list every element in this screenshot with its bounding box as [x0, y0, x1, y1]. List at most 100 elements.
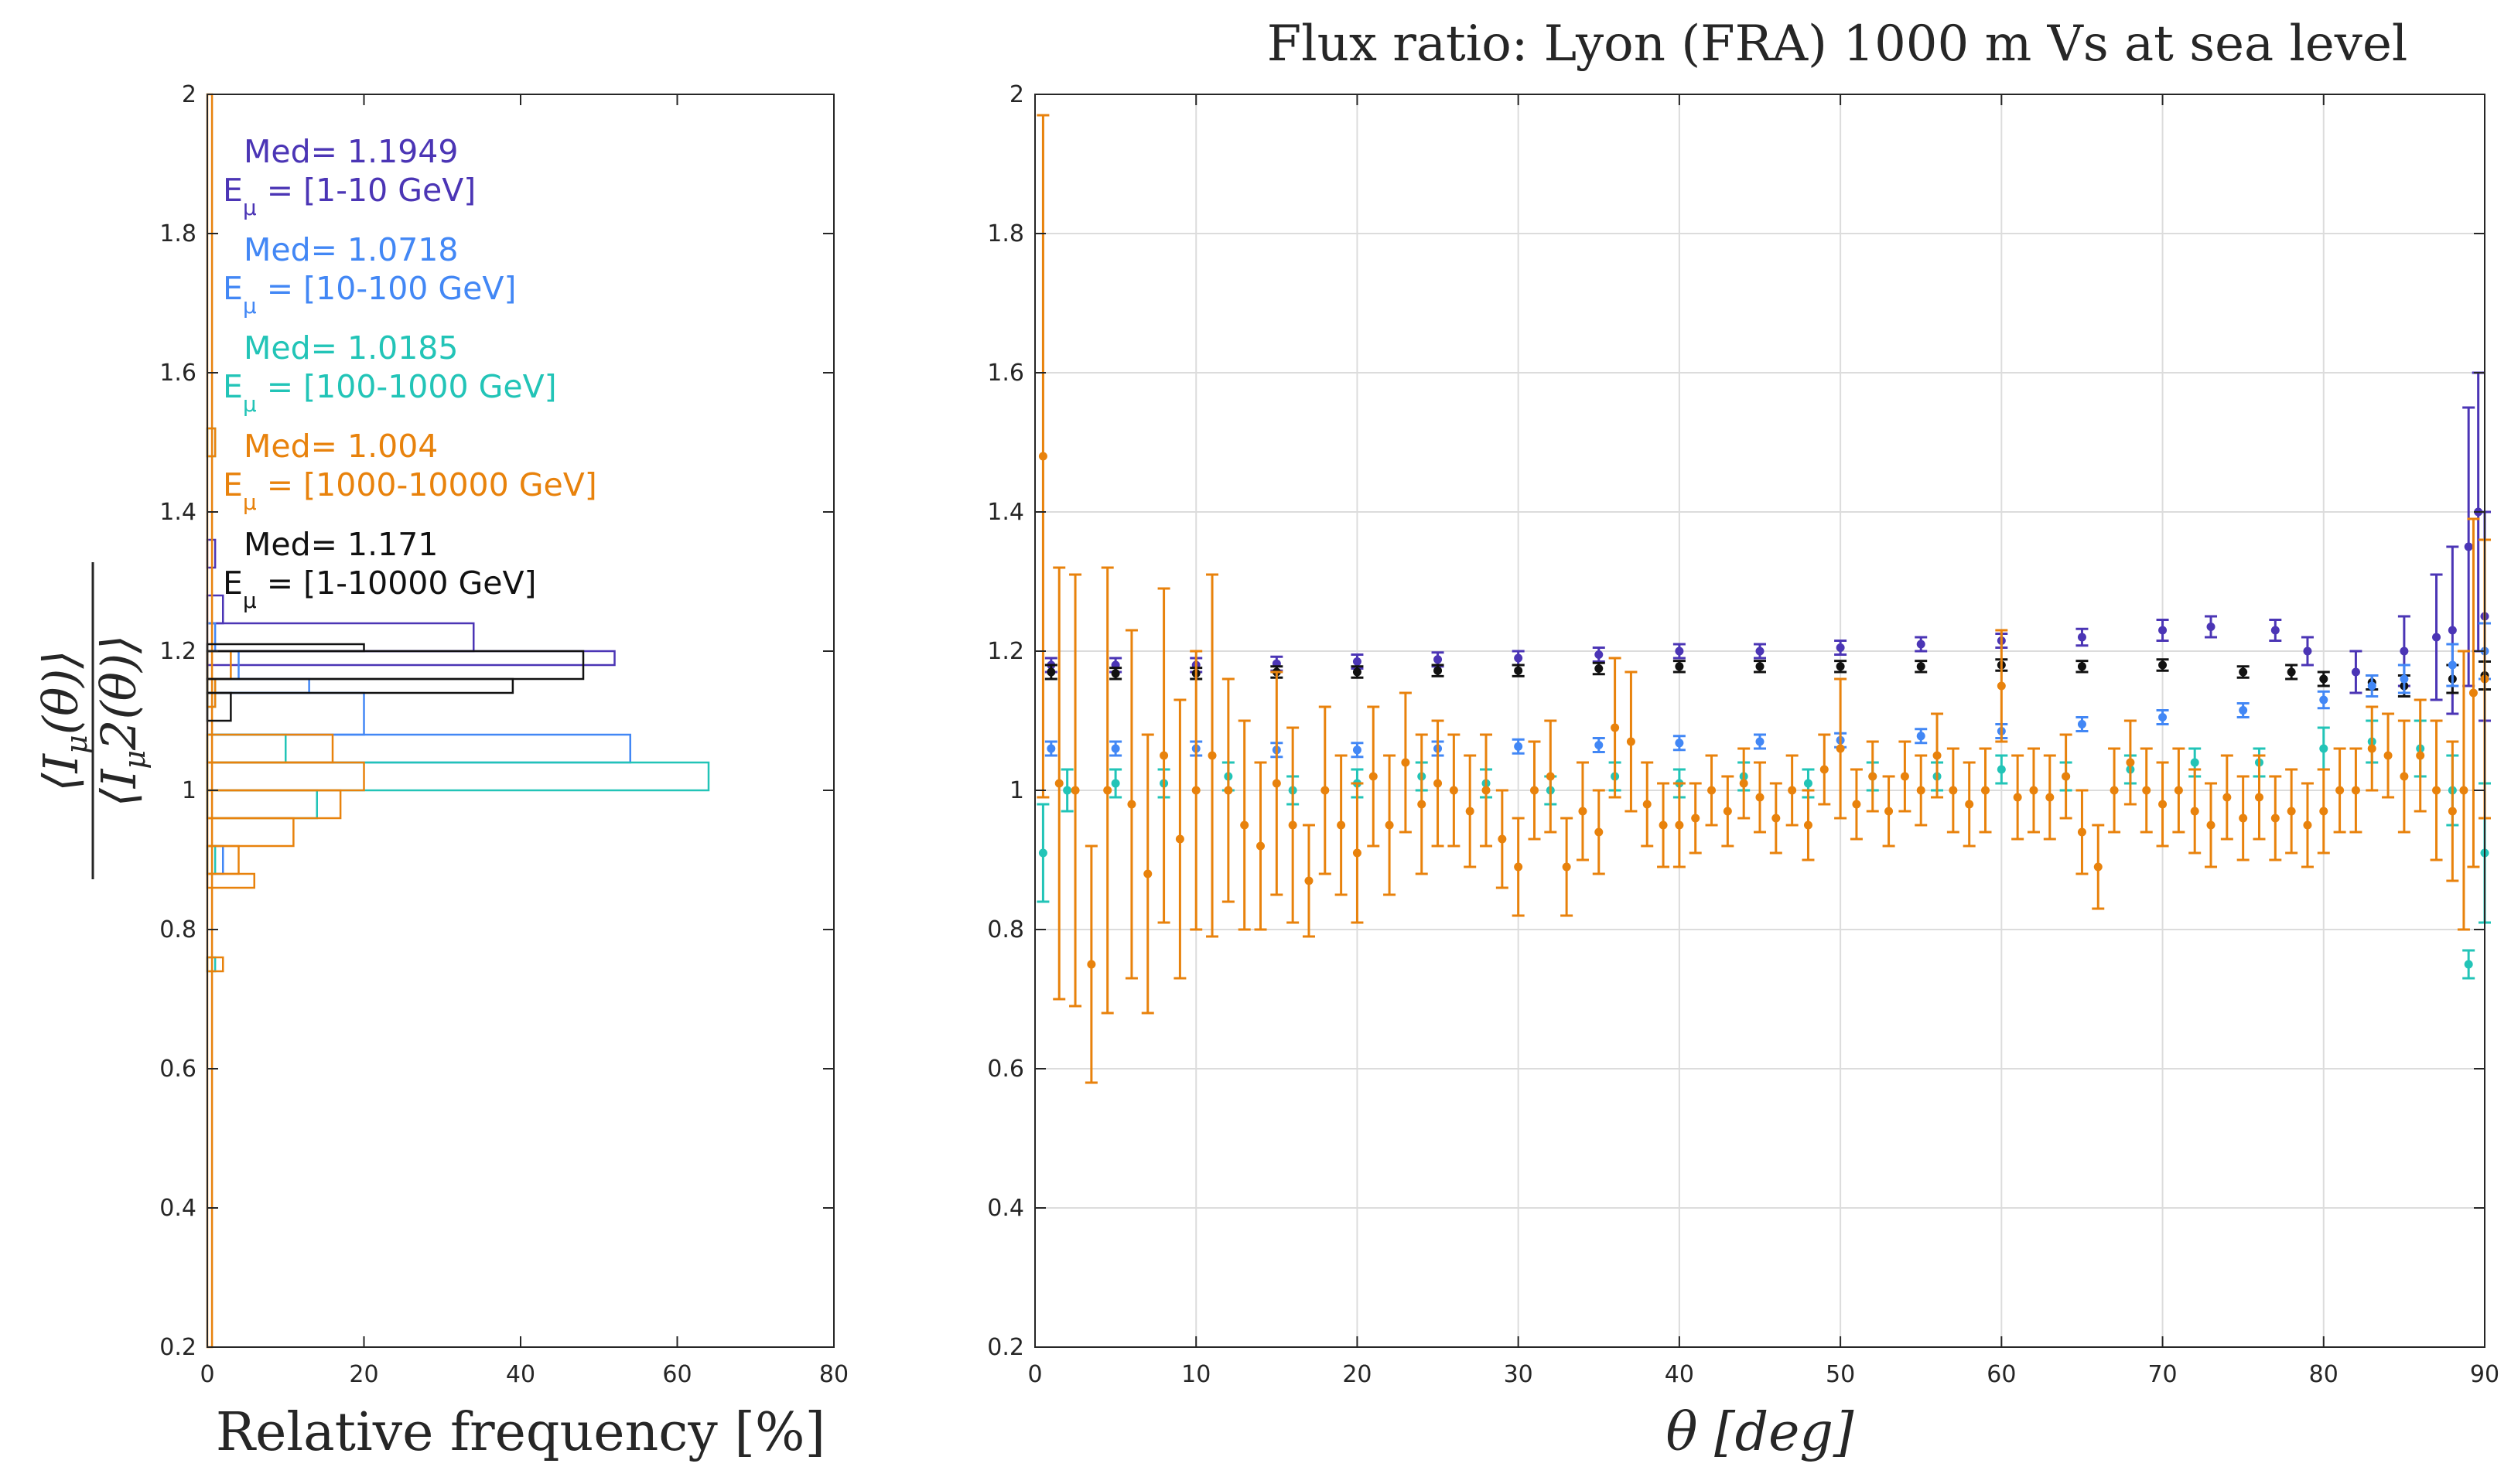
legend-energy-range-label: Eμ = [1000-10000 GeV] — [223, 466, 597, 515]
data-point — [2093, 862, 2103, 872]
data-point — [1514, 666, 1523, 675]
data-point — [2270, 626, 2280, 635]
data-point — [2416, 751, 2425, 760]
histogram-y-tick-label: 0.4 — [159, 1195, 196, 1222]
data-point — [1304, 876, 1314, 885]
data-point — [1224, 786, 1233, 795]
errorbar-point — [2366, 674, 2379, 698]
errorbar-point — [1109, 667, 1122, 681]
errorbar-point — [1037, 114, 1050, 799]
errorbar-point — [2236, 775, 2250, 861]
scatter-y-tick-label: 0.2 — [987, 1334, 1024, 1361]
data-point — [1449, 786, 1458, 795]
data-point — [1965, 800, 1974, 809]
errorbar-point — [1044, 740, 1057, 757]
data-point — [1433, 655, 1443, 664]
errorbar-point — [1672, 735, 1686, 752]
errorbar-point — [1480, 733, 1493, 848]
data-point — [2319, 807, 2328, 816]
errorbar-point — [1383, 754, 1396, 896]
histogram-x-label: Relative frequency [%] — [216, 1402, 825, 1463]
errorbar-point — [1818, 733, 1831, 806]
errorbar-point — [2317, 768, 2330, 855]
errorbar-point — [1351, 742, 1364, 759]
errorbar-point — [1512, 664, 1525, 677]
scatter-y-tick-label: 1.8 — [987, 220, 1024, 247]
errorbar-point — [1754, 761, 1766, 834]
errorbar-point — [1318, 705, 1331, 875]
data-point — [2239, 706, 2248, 715]
errorbar-point — [2205, 782, 2218, 868]
data-point — [1240, 820, 1249, 830]
data-point — [2303, 646, 2312, 656]
data-point — [1788, 786, 1797, 795]
errorbar-point — [2220, 754, 2233, 841]
errorbar-point — [1085, 844, 1098, 1084]
data-point — [1337, 820, 1346, 830]
errorbar-point — [1866, 740, 1879, 813]
data-point — [1836, 744, 1845, 753]
histogram-x-tick-label: 0 — [200, 1361, 214, 1388]
errorbar-point — [2430, 573, 2443, 701]
scatter-x-tick-label: 90 — [2470, 1361, 2499, 1388]
errorbar-point — [2075, 716, 2089, 732]
data-point — [2158, 660, 2168, 670]
errorbar-point — [1512, 738, 1525, 755]
data-point — [1352, 848, 1361, 858]
legend-median-label: Med= 1.0718 — [244, 231, 458, 268]
errorbar-point — [1592, 737, 1605, 753]
errorbar-point — [1037, 803, 1050, 903]
data-point — [2142, 786, 2151, 795]
data-point — [1868, 772, 1877, 781]
data-point — [1143, 869, 1153, 878]
data-point — [2464, 542, 2473, 551]
errorbar-point — [1721, 775, 1734, 848]
legend-median-label: Med= 1.1949 — [244, 133, 458, 170]
data-point — [1884, 807, 1894, 816]
errorbar-point — [1141, 733, 1154, 1015]
data-point — [1465, 807, 1474, 816]
data-point — [1063, 786, 1072, 795]
errorbar-point — [1069, 573, 1082, 1008]
errorbar-point — [2172, 747, 2185, 834]
data-point — [1385, 820, 1394, 830]
data-point — [1675, 662, 1684, 671]
data-point — [1916, 662, 1925, 671]
data-point — [2400, 674, 2409, 684]
errorbar-point — [1238, 719, 1251, 931]
data-point — [2448, 626, 2457, 635]
data-point — [2287, 807, 2296, 816]
errorbar-point — [1512, 817, 1525, 917]
errorbar-point — [2446, 643, 2459, 687]
data-point — [2335, 786, 2345, 795]
errorbar-point — [1367, 705, 1380, 848]
data-point — [2206, 820, 2215, 830]
data-point — [1594, 664, 1604, 673]
errorbar-point — [1946, 747, 1959, 834]
errorbar-point — [1044, 664, 1057, 681]
scatter-y-ticks: 0.2 0.4 0.6 0.8 1 1.2 1.4 1.6 1.8 2 — [987, 81, 2485, 1361]
errorbar-point — [1495, 789, 1508, 889]
data-point — [1803, 779, 1812, 788]
scatter-y-tick-label: 0.8 — [987, 916, 1024, 943]
scatter-y-tick-label: 1 — [1010, 777, 1024, 804]
errorbar-point — [2269, 775, 2282, 861]
data-point — [1546, 772, 1555, 781]
errorbar-point — [1399, 691, 1412, 834]
legend-energy-range-label: Eμ = [1-10 GeV] — [223, 172, 476, 220]
data-point — [1160, 751, 1169, 760]
histogram-panel: 0 20 40 60 80 0.2 0.4 0.6 0.8 1 1.2 1.4 1.6 1.8 2 Med… — [32, 81, 849, 1463]
scatter-series — [1044, 622, 2491, 759]
errorbar-point — [2397, 664, 2410, 694]
errorbar-point — [1963, 761, 1976, 848]
data-point — [1675, 646, 1684, 656]
data-point — [2464, 960, 2473, 969]
errorbar-point — [1608, 657, 1621, 799]
data-point — [1191, 786, 1201, 795]
data-point — [1087, 960, 1096, 969]
data-point — [1594, 650, 1604, 659]
errorbar-point — [2317, 670, 2330, 687]
errorbar-point — [1334, 754, 1348, 896]
scatter-y-tick-label: 2 — [1010, 81, 1024, 108]
data-point — [2174, 786, 2183, 795]
